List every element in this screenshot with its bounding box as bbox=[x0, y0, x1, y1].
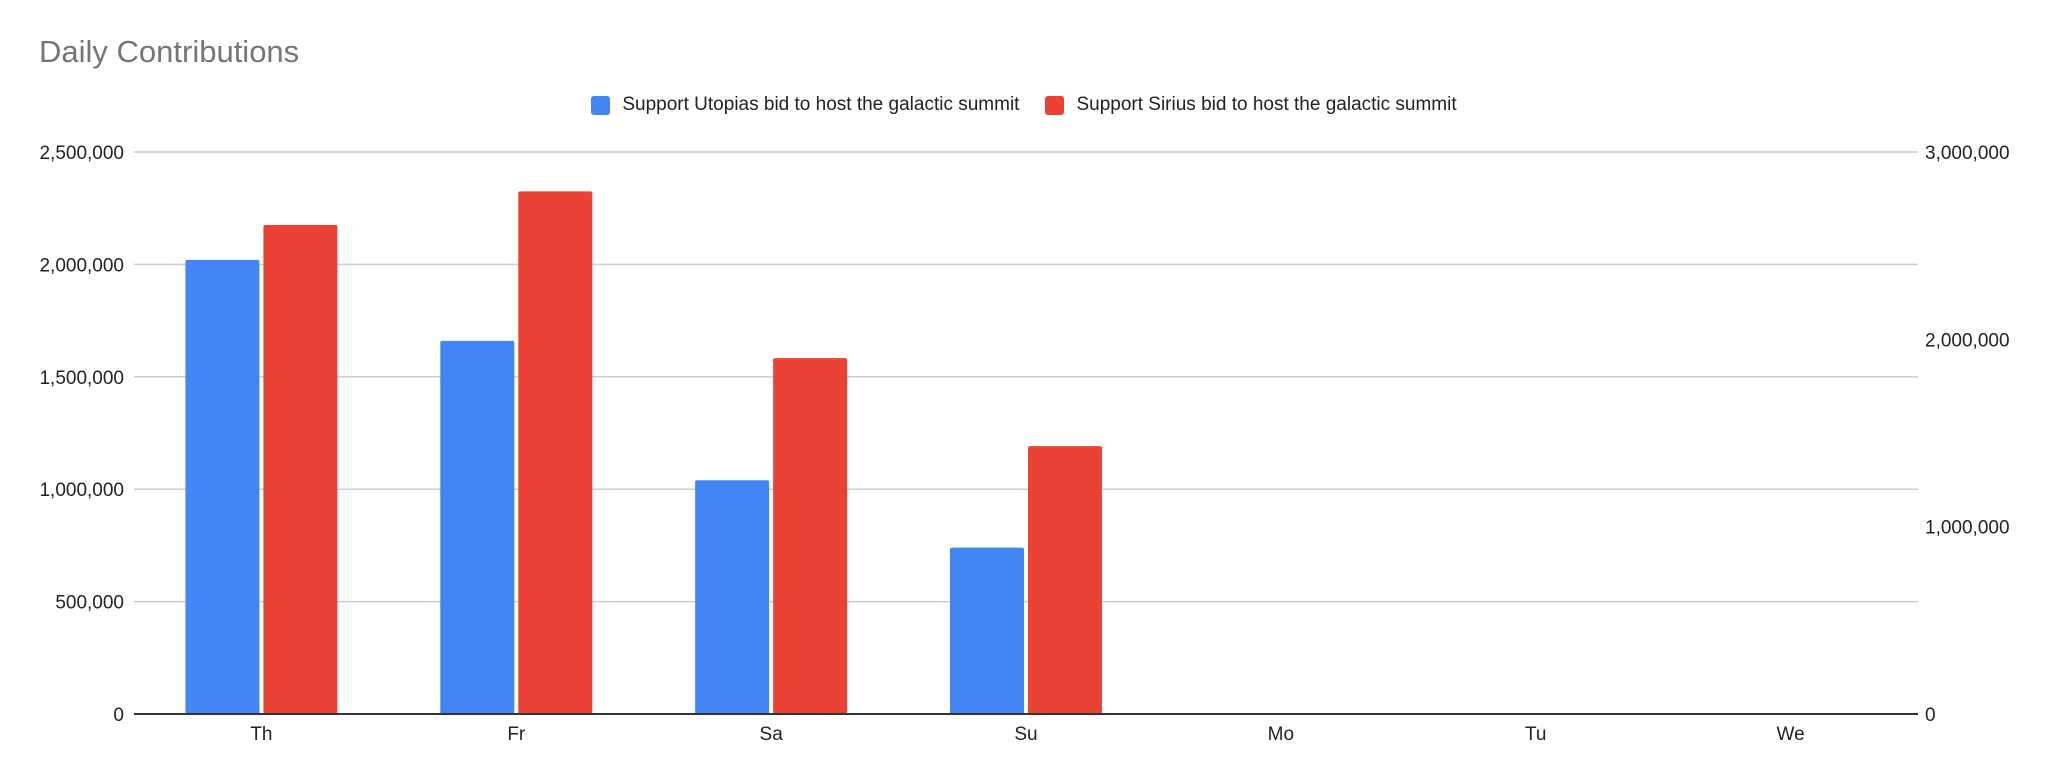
bar-sirius bbox=[263, 225, 338, 714]
legend-swatch-sirius bbox=[1045, 95, 1065, 115]
y-right-tick-label: 3,000,000 bbox=[1925, 143, 2010, 164]
y-left-tick-label: 0 bbox=[113, 705, 124, 726]
bar-utopias bbox=[695, 480, 770, 714]
x-tick-label: Su bbox=[1014, 724, 1037, 745]
legend: Support Utopias bid to host the galactic… bbox=[0, 94, 2048, 116]
y-left-tick-label: 1,000,000 bbox=[39, 480, 124, 501]
y-right-tick-label: 2,000,000 bbox=[1925, 330, 2010, 351]
y-left-tick-label: 500,000 bbox=[55, 593, 124, 614]
y-left-tick-label: 2,000,000 bbox=[39, 255, 124, 276]
x-tick-label: Fr bbox=[507, 724, 526, 745]
x-tick-label: Mo bbox=[1268, 724, 1294, 745]
y-left-tick-label: 2,500,000 bbox=[39, 143, 124, 164]
bar-sirius bbox=[773, 358, 848, 714]
x-tick-label: Tu bbox=[1525, 724, 1546, 745]
x-tick-label: We bbox=[1776, 724, 1804, 745]
y-left-tick-label: 1,500,000 bbox=[39, 368, 124, 389]
legend-label-sirius: Support Sirius bid to host the galactic … bbox=[1076, 94, 1457, 115]
bar-utopias bbox=[185, 259, 260, 714]
bar-utopias bbox=[950, 547, 1024, 714]
legend-item-utopias[interactable]: Support Utopias bid to host the galactic… bbox=[591, 94, 1019, 116]
bar-sirius bbox=[518, 191, 593, 715]
x-tick-label: Th bbox=[250, 724, 272, 745]
legend-label-utopias: Support Utopias bid to host the galactic… bbox=[622, 94, 1020, 115]
y-right-tick-label: 1,000,000 bbox=[1925, 518, 2010, 539]
bar-utopias bbox=[440, 340, 515, 714]
bar-sirius bbox=[1028, 446, 1102, 714]
legend-item-sirius[interactable]: Support Sirius bid to host the galactic … bbox=[1045, 94, 1457, 116]
legend-swatch-utopias bbox=[591, 95, 611, 115]
y-right-tick-label: 0 bbox=[1925, 705, 1936, 726]
x-tick-label: Sa bbox=[760, 724, 784, 745]
chart-title: Daily Contributions bbox=[39, 34, 300, 69]
